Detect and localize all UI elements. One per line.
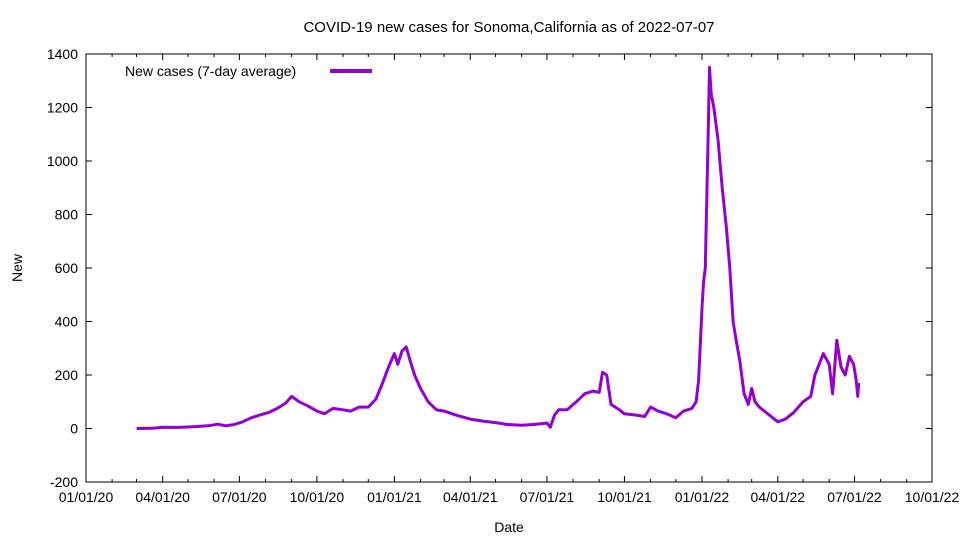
plot-area-border (85, 53, 933, 483)
x-tick-label: 04/01/21 (443, 489, 498, 505)
y-tick-label: 800 (55, 207, 79, 223)
y-tick-label: 400 (55, 314, 79, 330)
y-tick-label: 1200 (47, 100, 78, 116)
x-tick-label: 10/01/22 (905, 489, 960, 505)
x-tick-label: 10/01/20 (290, 489, 345, 505)
chart-title: COVID-19 new cases for Sonoma,California… (303, 19, 714, 36)
x-tick-label: 07/01/20 (212, 489, 267, 505)
x-tick-label: 07/01/22 (827, 489, 882, 505)
y-axis: -200 0 200 400 600 800 1000 1200 1400 (47, 46, 932, 490)
x-tick-label: 01/01/22 (675, 489, 730, 505)
legend-label: New cases (7-day average) (125, 63, 296, 79)
legend: New cases (7-day average) (125, 63, 372, 79)
y-tick-label: 200 (55, 367, 79, 383)
x-tick-label: 04/01/22 (751, 489, 806, 505)
x-tick-label: 04/01/20 (135, 489, 190, 505)
y-tick-label: 600 (55, 260, 79, 276)
y-tick-label: -200 (50, 474, 78, 490)
x-tick-label: 01/01/21 (367, 489, 422, 505)
series-line-0 (136, 65, 861, 430)
x-axis: 01/01/20 04/01/20 07/01/20 10/01/20 01/01/21… (59, 54, 960, 505)
y-tick-label: 0 (70, 421, 78, 437)
series-layer (136, 65, 861, 430)
x-axis-label: Date (494, 519, 524, 535)
x-tick-label: 01/01/20 (59, 489, 114, 505)
y-axis-label: New (9, 253, 25, 282)
y-tick-label: 1000 (47, 153, 78, 169)
y-tick-label: 1400 (47, 46, 78, 62)
x-tick-label: 07/01/21 (520, 489, 575, 505)
x-tick-label: 10/01/21 (597, 489, 652, 505)
